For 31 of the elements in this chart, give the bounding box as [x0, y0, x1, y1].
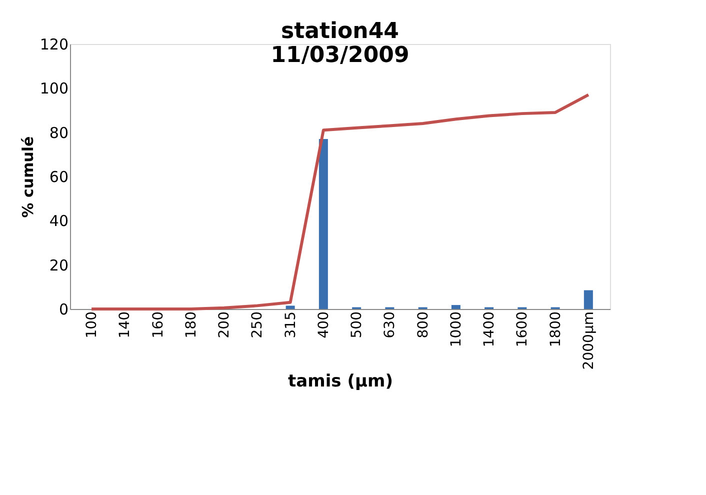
x-tick-label: 1800	[548, 312, 564, 348]
y-tick-label: 60	[49, 168, 68, 186]
x-tick-label: 140	[117, 312, 134, 338]
y-tick-label: 120	[40, 36, 68, 54]
x-tick-label: 500	[349, 312, 366, 338]
x-tick-label: 800	[415, 312, 432, 338]
x-tick-label: 1000	[448, 312, 464, 348]
x-tick-label: 250	[250, 312, 266, 338]
y-tick-label: 0	[58, 300, 68, 318]
y-axis-title: % cumulé	[18, 136, 37, 218]
y-tick-label: 100	[40, 80, 68, 98]
x-tick-label: 315	[282, 312, 299, 338]
y-tick-label: 20	[49, 256, 68, 274]
bar	[318, 138, 328, 309]
x-tick-label: 160	[150, 312, 166, 338]
x-tick-label: 400	[316, 312, 332, 338]
x-tick-label: 1400	[482, 312, 498, 348]
x-tick-label: 630	[382, 312, 398, 338]
bar	[451, 305, 460, 309]
y-tick-label: 40	[49, 212, 68, 230]
x-tick-label: 200	[216, 312, 233, 338]
bar	[584, 290, 593, 309]
x-tick-label: 1600	[514, 312, 531, 348]
line-series	[90, 93, 590, 310]
y-tick-label: 80	[49, 124, 68, 142]
chart-title: station44 11/03/2009	[270, 19, 410, 68]
x-tick-label: 180	[183, 312, 200, 338]
x-tick-label: 2000µm	[580, 312, 597, 370]
x-axis-title: tamis (µm)	[288, 372, 393, 392]
x-tick-label: 100	[84, 312, 100, 338]
bar	[286, 306, 295, 309]
